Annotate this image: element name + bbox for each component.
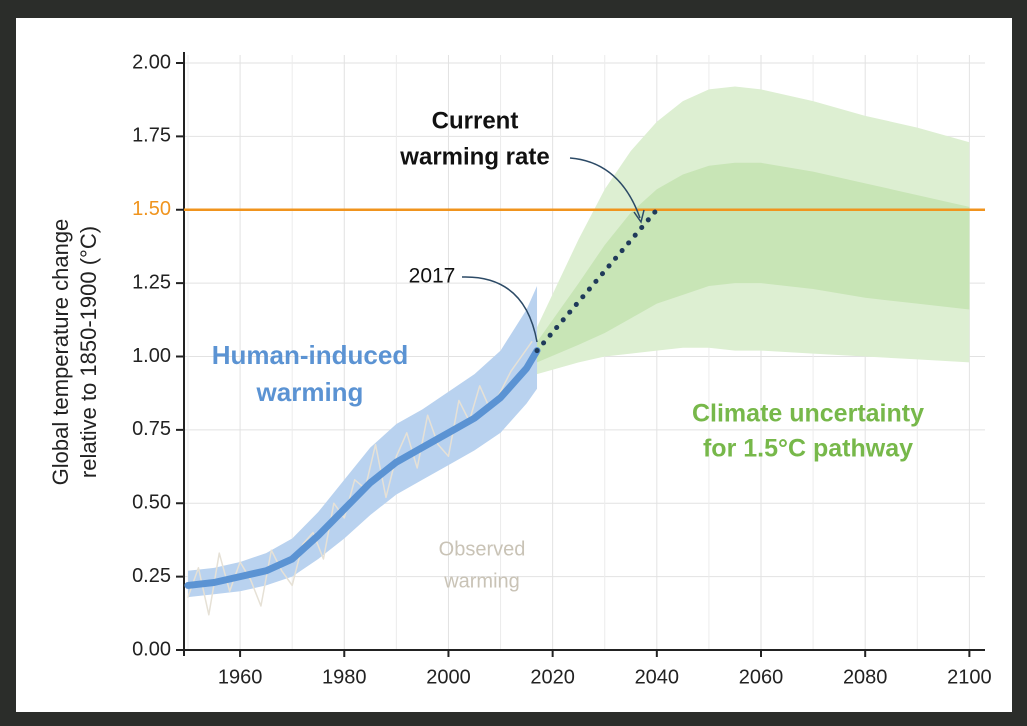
series-line [534, 207, 660, 354]
annotation: Human-induced [212, 340, 408, 370]
annotation: warming [256, 377, 364, 407]
y-tick-label: 0.25 [132, 565, 171, 587]
annotation-arrow [569, 157, 641, 219]
x-tick-label: 2060 [739, 666, 784, 688]
x-tick-label: 2020 [530, 666, 575, 688]
y-tick-label: 2.00 [132, 51, 171, 73]
y-tick-label: 0.00 [132, 638, 171, 660]
annotation-arrow [461, 276, 538, 343]
y-axis-label: Global temperature change [48, 219, 73, 486]
x-tick-label: 2100 [947, 666, 992, 688]
x-tick-label: 2040 [635, 666, 680, 688]
series-line [184, 347, 541, 589]
x-tick-label: 2000 [426, 666, 471, 688]
x-tick-label: 2080 [843, 666, 888, 688]
y-tick-label: 1.75 [132, 125, 171, 147]
x-tick-label: 1980 [322, 666, 367, 688]
y-axis-label: relative to 1850-1900 (°C) [76, 226, 101, 478]
y-tick-label: 0.75 [132, 418, 171, 440]
annotation: warming [443, 570, 520, 592]
annotation: Current [432, 107, 519, 134]
plot: 0.00 0.25 0.50 0.75 1.00 1.25 1.50 1.75 2.00 1960… [48, 51, 992, 688]
y-tick-label: 1.50 [132, 198, 171, 220]
y-tick-label: 1.00 [132, 345, 171, 367]
y-tick-label: 1.25 [132, 271, 171, 293]
y-tick-label: 0.50 [132, 492, 171, 514]
x-tick-label: 1960 [218, 666, 263, 688]
annotation: warming rate [399, 143, 549, 170]
annotation: Observed [439, 538, 526, 560]
annotation: for 1.5°C pathway [703, 435, 913, 463]
arrow-head [633, 209, 645, 224]
annotation: Climate uncertainty [692, 400, 924, 428]
annotation: 2017 [409, 265, 456, 288]
uncertainty-band [537, 162, 970, 363]
series-line [187, 341, 533, 616]
